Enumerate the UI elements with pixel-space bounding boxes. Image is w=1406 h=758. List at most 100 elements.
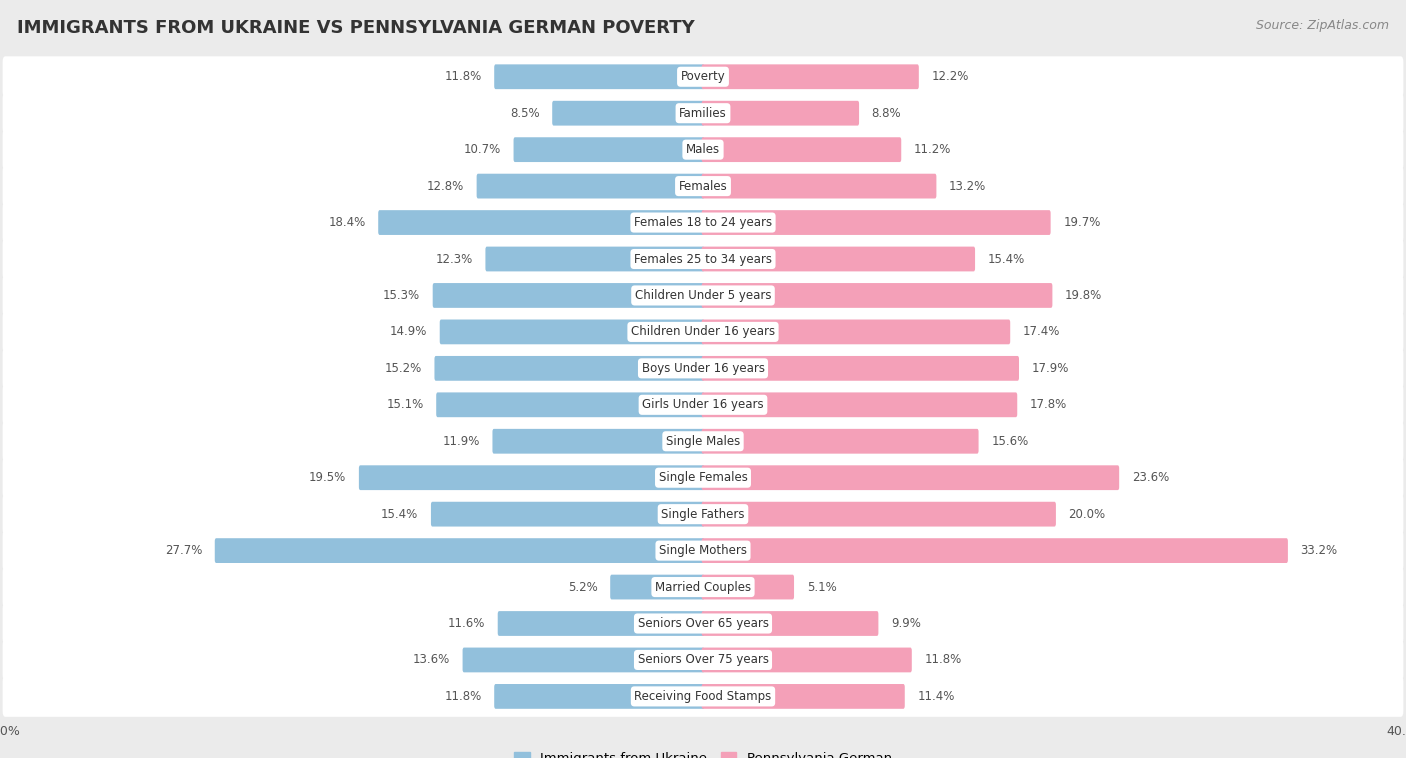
Text: 5.2%: 5.2% xyxy=(568,581,598,594)
Text: 13.6%: 13.6% xyxy=(413,653,450,666)
FancyBboxPatch shape xyxy=(215,538,704,563)
Text: 11.8%: 11.8% xyxy=(925,653,962,666)
FancyBboxPatch shape xyxy=(359,465,704,490)
Text: 19.8%: 19.8% xyxy=(1066,289,1102,302)
Text: 11.9%: 11.9% xyxy=(443,435,479,448)
Text: Females 25 to 34 years: Females 25 to 34 years xyxy=(634,252,772,265)
Text: 11.8%: 11.8% xyxy=(444,690,481,703)
FancyBboxPatch shape xyxy=(3,676,1403,717)
Text: Receiving Food Stamps: Receiving Food Stamps xyxy=(634,690,772,703)
FancyBboxPatch shape xyxy=(702,647,911,672)
Text: Single Fathers: Single Fathers xyxy=(661,508,745,521)
FancyBboxPatch shape xyxy=(477,174,704,199)
FancyBboxPatch shape xyxy=(702,684,905,709)
Text: Females: Females xyxy=(679,180,727,193)
FancyBboxPatch shape xyxy=(702,210,1050,235)
Text: 12.2%: 12.2% xyxy=(932,70,969,83)
FancyBboxPatch shape xyxy=(3,603,1403,644)
FancyBboxPatch shape xyxy=(702,393,1018,417)
Text: 11.6%: 11.6% xyxy=(447,617,485,630)
Text: Married Couples: Married Couples xyxy=(655,581,751,594)
Text: 15.6%: 15.6% xyxy=(991,435,1028,448)
Text: 10.7%: 10.7% xyxy=(464,143,501,156)
FancyBboxPatch shape xyxy=(702,283,1052,308)
Text: 11.8%: 11.8% xyxy=(444,70,481,83)
FancyBboxPatch shape xyxy=(610,575,704,600)
FancyBboxPatch shape xyxy=(702,611,879,636)
Text: Single Males: Single Males xyxy=(666,435,740,448)
Text: IMMIGRANTS FROM UKRAINE VS PENNSYLVANIA GERMAN POVERTY: IMMIGRANTS FROM UKRAINE VS PENNSYLVANIA … xyxy=(17,19,695,37)
Text: Families: Families xyxy=(679,107,727,120)
FancyBboxPatch shape xyxy=(3,130,1403,170)
Text: 19.7%: 19.7% xyxy=(1063,216,1101,229)
FancyBboxPatch shape xyxy=(702,101,859,126)
FancyBboxPatch shape xyxy=(702,465,1119,490)
FancyBboxPatch shape xyxy=(3,421,1403,462)
FancyBboxPatch shape xyxy=(434,356,704,381)
FancyBboxPatch shape xyxy=(495,684,704,709)
Text: Girls Under 16 years: Girls Under 16 years xyxy=(643,398,763,412)
Text: Seniors Over 65 years: Seniors Over 65 years xyxy=(637,617,769,630)
FancyBboxPatch shape xyxy=(3,92,1403,133)
Text: Boys Under 16 years: Boys Under 16 years xyxy=(641,362,765,375)
FancyBboxPatch shape xyxy=(498,611,704,636)
Text: 14.9%: 14.9% xyxy=(389,325,427,338)
FancyBboxPatch shape xyxy=(702,538,1288,563)
Text: 17.4%: 17.4% xyxy=(1024,325,1060,338)
Text: Females 18 to 24 years: Females 18 to 24 years xyxy=(634,216,772,229)
Text: 5.1%: 5.1% xyxy=(807,581,837,594)
Text: 15.4%: 15.4% xyxy=(987,252,1025,265)
FancyBboxPatch shape xyxy=(702,320,1010,344)
Text: Source: ZipAtlas.com: Source: ZipAtlas.com xyxy=(1256,19,1389,32)
Text: 15.3%: 15.3% xyxy=(382,289,420,302)
Text: Males: Males xyxy=(686,143,720,156)
FancyBboxPatch shape xyxy=(702,429,979,453)
FancyBboxPatch shape xyxy=(3,56,1403,97)
FancyBboxPatch shape xyxy=(378,210,704,235)
Text: Children Under 5 years: Children Under 5 years xyxy=(634,289,772,302)
Text: 11.2%: 11.2% xyxy=(914,143,952,156)
FancyBboxPatch shape xyxy=(702,502,1056,527)
FancyBboxPatch shape xyxy=(553,101,704,126)
FancyBboxPatch shape xyxy=(702,64,920,89)
FancyBboxPatch shape xyxy=(3,239,1403,280)
FancyBboxPatch shape xyxy=(702,174,936,199)
Text: 17.9%: 17.9% xyxy=(1032,362,1069,375)
Text: 15.2%: 15.2% xyxy=(385,362,422,375)
Text: Seniors Over 75 years: Seniors Over 75 years xyxy=(637,653,769,666)
Text: 11.4%: 11.4% xyxy=(917,690,955,703)
Text: Poverty: Poverty xyxy=(681,70,725,83)
Text: 15.1%: 15.1% xyxy=(387,398,423,412)
Legend: Immigrants from Ukraine, Pennsylvania German: Immigrants from Ukraine, Pennsylvania Ge… xyxy=(509,747,897,758)
FancyBboxPatch shape xyxy=(433,283,704,308)
Text: Single Mothers: Single Mothers xyxy=(659,544,747,557)
FancyBboxPatch shape xyxy=(3,567,1403,607)
FancyBboxPatch shape xyxy=(513,137,704,162)
Text: Single Females: Single Females xyxy=(658,471,748,484)
FancyBboxPatch shape xyxy=(702,575,794,600)
Text: 33.2%: 33.2% xyxy=(1301,544,1337,557)
FancyBboxPatch shape xyxy=(3,457,1403,498)
Text: 18.4%: 18.4% xyxy=(329,216,366,229)
FancyBboxPatch shape xyxy=(3,530,1403,571)
FancyBboxPatch shape xyxy=(492,429,704,453)
Text: 8.5%: 8.5% xyxy=(510,107,540,120)
Text: 9.9%: 9.9% xyxy=(891,617,921,630)
FancyBboxPatch shape xyxy=(495,64,704,89)
Text: 12.3%: 12.3% xyxy=(436,252,472,265)
FancyBboxPatch shape xyxy=(702,356,1019,381)
FancyBboxPatch shape xyxy=(3,384,1403,425)
Text: Children Under 16 years: Children Under 16 years xyxy=(631,325,775,338)
Text: 27.7%: 27.7% xyxy=(165,544,202,557)
FancyBboxPatch shape xyxy=(702,137,901,162)
FancyBboxPatch shape xyxy=(440,320,704,344)
FancyBboxPatch shape xyxy=(3,348,1403,389)
FancyBboxPatch shape xyxy=(463,647,704,672)
FancyBboxPatch shape xyxy=(3,202,1403,243)
FancyBboxPatch shape xyxy=(436,393,704,417)
Text: 12.8%: 12.8% xyxy=(427,180,464,193)
Text: 23.6%: 23.6% xyxy=(1132,471,1168,484)
FancyBboxPatch shape xyxy=(3,166,1403,206)
FancyBboxPatch shape xyxy=(3,640,1403,681)
Text: 19.5%: 19.5% xyxy=(309,471,346,484)
